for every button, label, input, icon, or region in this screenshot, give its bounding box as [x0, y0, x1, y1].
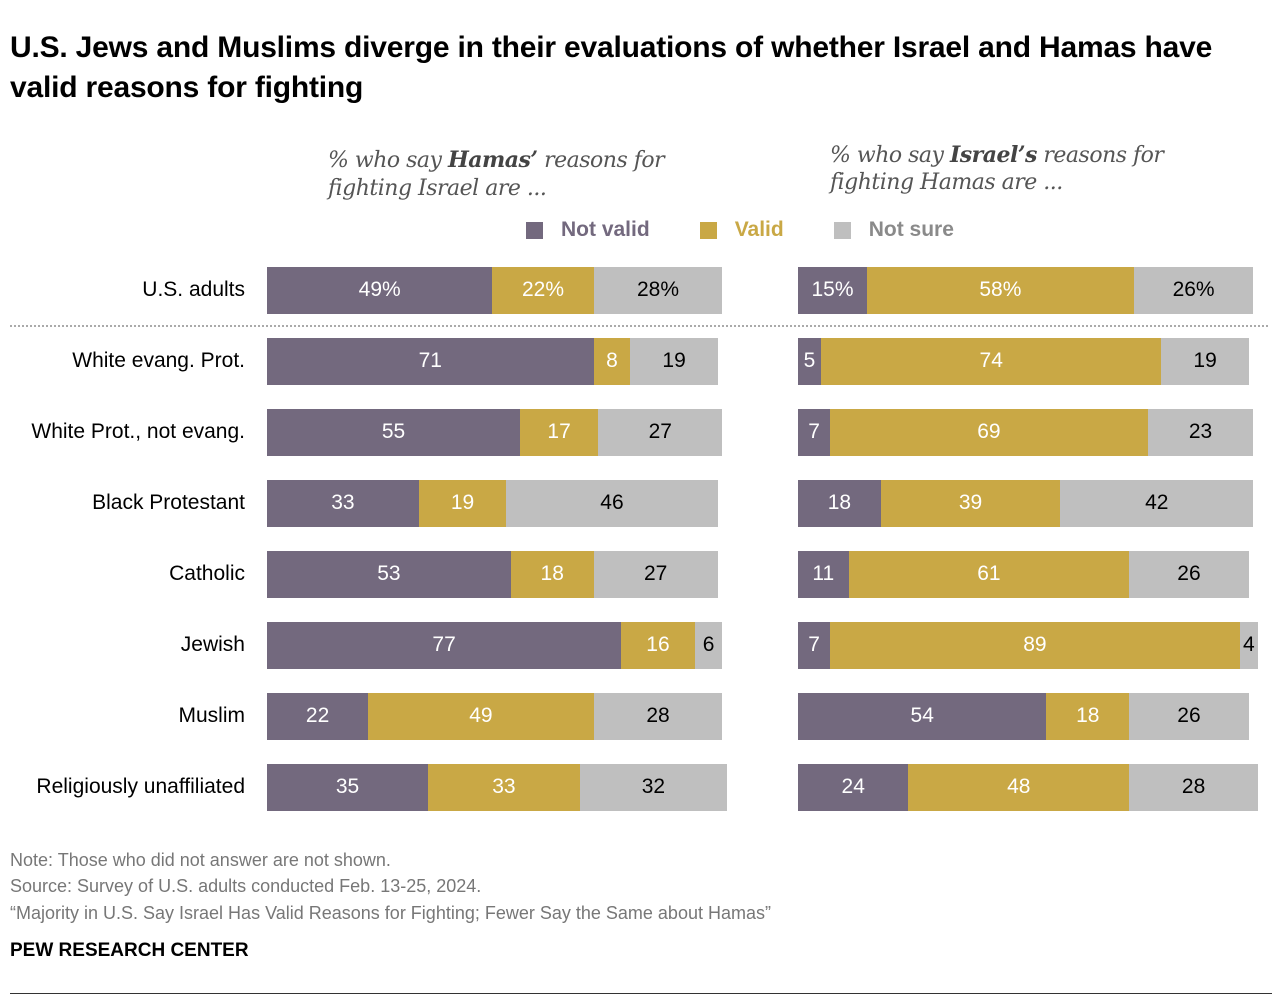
brand-logo-text: PEW RESEARCH CENTER: [10, 940, 249, 961]
bar-segment-not-valid: 7: [798, 408, 831, 456]
category-label: Jewish: [180, 633, 245, 656]
bar-segment-not-valid: 71: [267, 337, 594, 385]
category-label: Religiously unaffiliated: [36, 775, 245, 798]
divider: [10, 325, 1268, 327]
subtitle-text: % who say: [328, 148, 448, 173]
legend-swatch: [833, 221, 851, 239]
bar-segment-valid: 89: [830, 621, 1240, 669]
legend: Not valid Valid Not sure: [526, 218, 1004, 242]
bar-segment-valid: 61: [848, 550, 1130, 598]
bar-segment-not-valid: 33: [267, 479, 419, 527]
category-label: White Prot., not evang.: [31, 420, 245, 443]
bar-segment-not-sure: 28%: [593, 266, 723, 314]
bar-segment-not-valid: 49%: [267, 266, 493, 314]
bar-segment-not-sure: 23: [1147, 408, 1254, 456]
subtitle-text: % who say: [830, 143, 950, 168]
legend-label: Not valid: [561, 218, 650, 241]
bar-segment-not-sure: 26: [1129, 692, 1249, 740]
bar-segment-valid: 16: [621, 621, 695, 669]
bar-segment-valid: 18: [510, 550, 594, 598]
bar-segment-not-sure: 6: [694, 621, 723, 669]
bar-segment-not-valid: 11: [798, 550, 849, 598]
bar-segment-not-sure: 27: [593, 550, 718, 598]
source: Source: Survey of U.S. adults conducted …: [10, 876, 482, 896]
legend-swatch: [699, 221, 717, 239]
category-label: Catholic: [169, 562, 245, 585]
bar-segment-not-valid: 24: [798, 763, 909, 811]
bar-segment-not-valid: 7: [798, 621, 831, 669]
bar-segment-not-sure: 19: [630, 337, 718, 385]
legend-item-not-valid: Not valid: [526, 218, 650, 242]
legend-item-valid: Valid: [699, 218, 784, 242]
chart-title: U.S. Jews and Muslims diverge in their e…: [10, 31, 1213, 104]
subtitle-text: fighting Hamas are ...: [830, 170, 1063, 195]
bar-segment-valid: 48: [908, 763, 1130, 811]
bar-segment-not-sure: 28: [1129, 763, 1258, 811]
bar-segment-valid: 69: [830, 408, 1148, 456]
subtitle-text: reasons for: [537, 148, 665, 173]
bar-segment-not-sure: 46: [506, 479, 718, 527]
legend-item-not-sure: Not sure: [833, 218, 954, 242]
bottom-rule: [10, 993, 1272, 994]
bar-segment-not-sure: 27: [598, 408, 723, 456]
bar-segment-valid: 18: [1046, 692, 1130, 740]
category-label: Muslim: [178, 704, 246, 727]
subtitle-text: reasons for: [1036, 143, 1164, 168]
legend-swatch: [526, 221, 543, 239]
category-label: U.S. adults: [142, 278, 245, 301]
bar-segment-not-valid: 5: [798, 337, 821, 385]
bar-segment-not-sure: 19: [1161, 337, 1249, 385]
bar-segment-not-sure: 26: [1129, 550, 1249, 598]
bar-segment-not-valid: 53: [267, 550, 511, 598]
bar-segment-not-sure: 32: [579, 763, 727, 811]
subtitle-bold: Israel’s: [949, 142, 1037, 168]
bar-segment-not-valid: 35: [267, 763, 428, 811]
bar-segment-not-valid: 77: [267, 621, 622, 669]
report-title: “Majority in U.S. Say Israel Has Valid R…: [10, 903, 771, 923]
bar-segment-valid: 8: [593, 337, 631, 385]
note: Note: Those who did not answer are not s…: [10, 850, 391, 870]
bar-segment-not-valid: 55: [267, 408, 520, 456]
bar-segment-not-sure: 28: [593, 692, 723, 740]
bar-segment-not-sure: 4: [1239, 621, 1258, 669]
bar-segment-valid: 58%: [867, 266, 1134, 314]
bar-segment-not-valid: 22: [267, 692, 369, 740]
bar-segment-not-sure: 26%: [1133, 266, 1254, 314]
bar-segment-not-valid: 54: [798, 692, 1047, 740]
legend-label: Valid: [734, 218, 784, 241]
bar-segment-valid: 33: [428, 763, 580, 811]
bar-segment-not-sure: 42: [1060, 479, 1254, 527]
subtitle-text: fighting Israel are ...: [328, 176, 547, 201]
bar-segment-valid: 74: [821, 337, 1162, 385]
subtitle-bold: Hamas’: [447, 147, 538, 173]
bar-segment-not-valid: 15%: [798, 266, 867, 314]
bar-segment-valid: 22%: [492, 266, 594, 314]
category-label: White evang. Prot.: [72, 349, 245, 372]
bar-segment-not-valid: 18: [798, 479, 881, 527]
bar-segment-valid: 49: [368, 692, 594, 740]
bar-segment-valid: 19: [418, 479, 507, 527]
category-label: Black Protestant: [92, 491, 245, 514]
right-panel-subtitle: % who say Israel’s reasons for fighting …: [830, 142, 1164, 196]
legend-label: Not sure: [868, 218, 954, 241]
left-panel-subtitle: % who say Hamas’ reasons for fighting Is…: [328, 146, 665, 203]
bar-segment-valid: 39: [880, 479, 1061, 527]
bar-segment-valid: 17: [520, 408, 599, 456]
